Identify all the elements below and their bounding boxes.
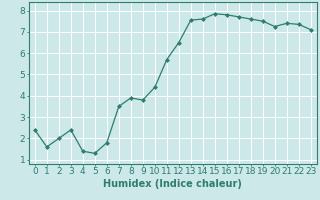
X-axis label: Humidex (Indice chaleur): Humidex (Indice chaleur): [103, 179, 242, 189]
